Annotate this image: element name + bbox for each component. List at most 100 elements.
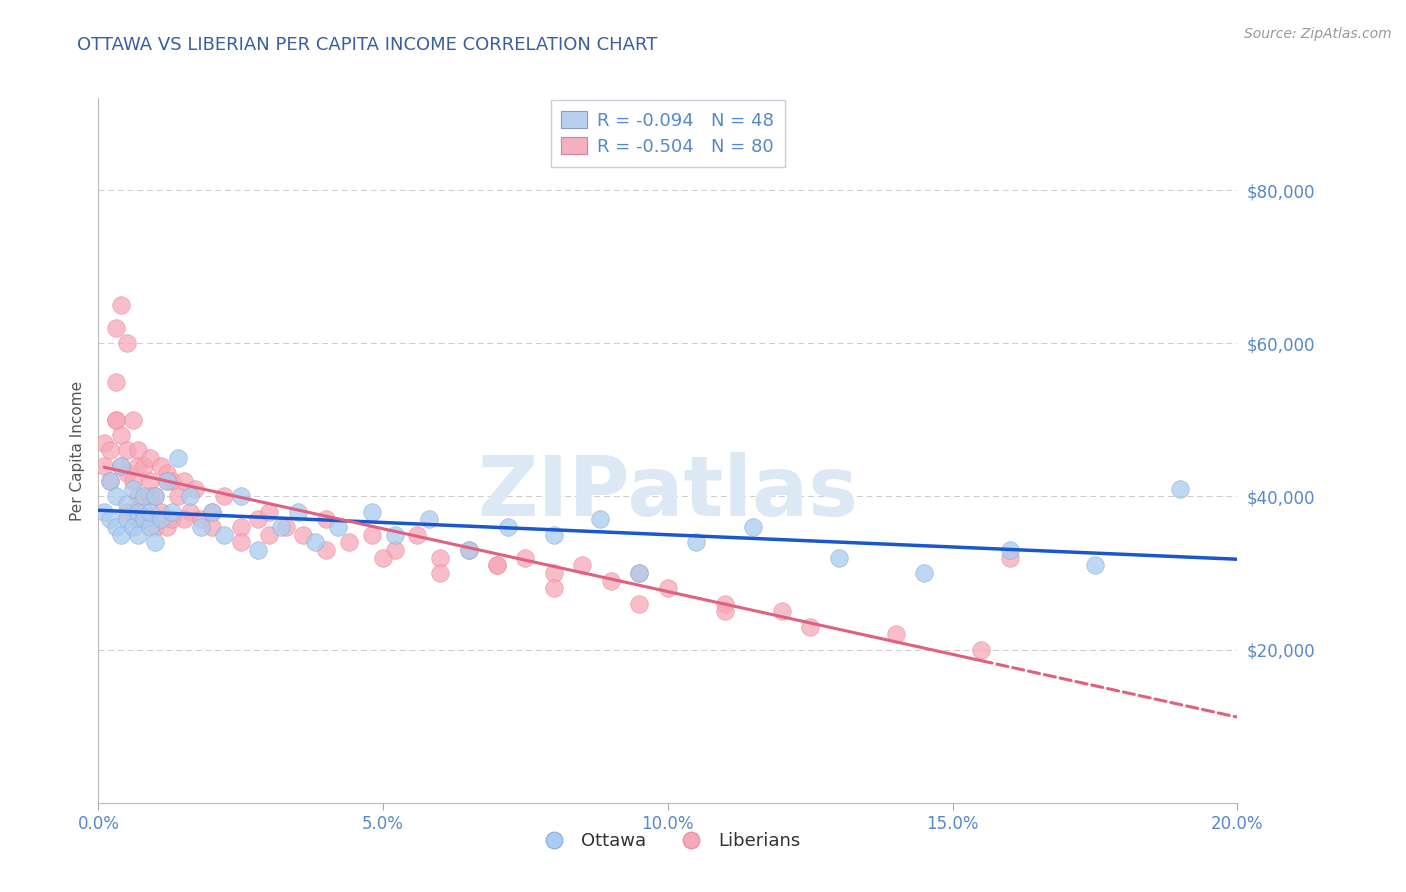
Point	[115, 443, 138, 458]
Point	[998, 543, 1021, 558]
Point	[315, 543, 337, 558]
Point	[132, 512, 155, 526]
Point	[884, 627, 907, 641]
Point	[628, 566, 651, 580]
Point	[326, 520, 349, 534]
Point	[201, 505, 224, 519]
Point	[212, 490, 235, 504]
Point	[162, 512, 184, 526]
Point	[543, 566, 565, 580]
Point	[685, 535, 707, 549]
Point	[127, 527, 149, 541]
Point	[98, 474, 121, 488]
Y-axis label: Per Capita Income: Per Capita Income	[69, 380, 84, 521]
Point	[115, 336, 138, 351]
Point	[588, 512, 610, 526]
Point	[1170, 482, 1192, 496]
Point	[121, 474, 143, 488]
Point	[104, 375, 127, 389]
Point	[384, 543, 406, 558]
Point	[93, 435, 115, 450]
Point	[98, 474, 121, 488]
Point	[93, 458, 115, 473]
Point	[167, 451, 190, 466]
Point	[145, 535, 167, 549]
Text: ZIPatlas: ZIPatlas	[478, 452, 858, 533]
Point	[270, 520, 292, 534]
Point	[246, 512, 269, 526]
Point	[628, 566, 651, 580]
Point	[770, 604, 793, 618]
Point	[457, 543, 479, 558]
Point	[543, 527, 565, 541]
Point	[173, 512, 195, 526]
Point	[246, 543, 269, 558]
Point	[998, 550, 1021, 565]
Point	[429, 566, 451, 580]
Point	[110, 458, 132, 473]
Point	[190, 512, 212, 526]
Point	[406, 527, 429, 541]
Point	[138, 520, 160, 534]
Point	[173, 474, 195, 488]
Point	[110, 527, 132, 541]
Point	[259, 505, 281, 519]
Point	[600, 574, 623, 588]
Point	[287, 505, 309, 519]
Point	[162, 474, 184, 488]
Point	[150, 505, 173, 519]
Point	[184, 482, 207, 496]
Point	[156, 467, 179, 481]
Point	[127, 458, 149, 473]
Point	[714, 597, 737, 611]
Point	[110, 298, 132, 312]
Point	[98, 443, 121, 458]
Point	[799, 619, 821, 633]
Point	[337, 535, 360, 549]
Point	[259, 527, 281, 541]
Point	[145, 490, 167, 504]
Point	[360, 527, 382, 541]
Point	[315, 512, 337, 526]
Point	[132, 512, 155, 526]
Point	[515, 550, 537, 565]
Point	[121, 482, 143, 496]
Point	[110, 458, 132, 473]
Point	[138, 474, 160, 488]
Point	[1084, 558, 1107, 573]
Point	[457, 543, 479, 558]
Point	[229, 490, 252, 504]
Point	[156, 474, 179, 488]
Point	[429, 550, 451, 565]
Point	[104, 490, 127, 504]
Point	[98, 512, 121, 526]
Text: Source: ZipAtlas.com: Source: ZipAtlas.com	[1244, 27, 1392, 41]
Point	[179, 505, 201, 519]
Point	[156, 474, 179, 488]
Point	[384, 527, 406, 541]
Point	[714, 604, 737, 618]
Point	[127, 443, 149, 458]
Point	[104, 413, 127, 427]
Point	[543, 582, 565, 596]
Point	[121, 505, 143, 519]
Point	[156, 520, 179, 534]
Point	[657, 582, 679, 596]
Point	[276, 520, 298, 534]
Point	[127, 512, 149, 526]
Point	[360, 505, 382, 519]
Point	[486, 558, 509, 573]
Point	[486, 558, 509, 573]
Point	[104, 321, 127, 335]
Point	[229, 535, 252, 549]
Point	[132, 490, 155, 504]
Point	[132, 505, 155, 519]
Point	[115, 505, 138, 519]
Point	[571, 558, 593, 573]
Point	[115, 467, 138, 481]
Point	[498, 520, 520, 534]
Point	[201, 520, 224, 534]
Point	[828, 550, 851, 565]
Point	[150, 512, 173, 526]
Point	[742, 520, 765, 534]
